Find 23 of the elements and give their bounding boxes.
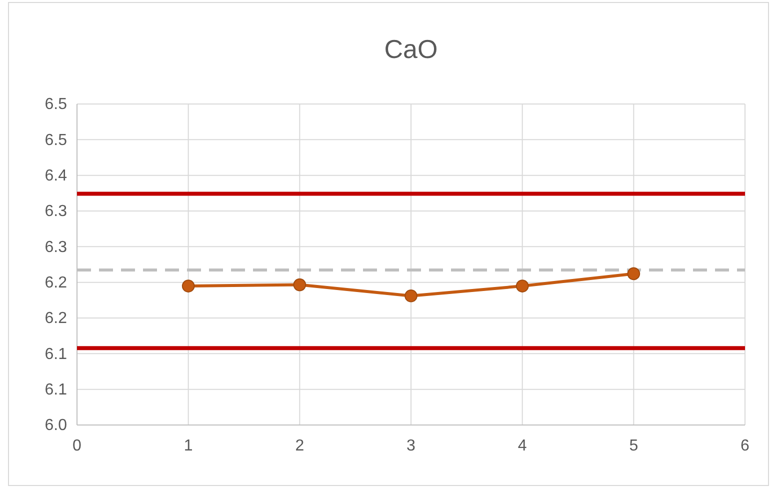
y-tick-label: 6.2 [44,274,68,292]
x-tick-label: 6 [740,437,750,454]
y-tick-label: 6.5 [44,132,68,149]
x-tick-label: 5 [629,437,638,454]
point [293,278,306,292]
y-tick-label: 6.2 [44,310,68,328]
point [404,289,418,302]
y-tick-label: 6.3 [44,238,68,256]
y-tick-label: 6.3 [44,203,68,220]
point [516,280,529,292]
x-tick-label: 3 [406,437,416,454]
x-tick-label: 2 [295,437,304,454]
x-tick-label: 0 [72,437,82,454]
y-tick-label: 6.1 [44,381,68,398]
x-tick-label: 4 [518,437,527,454]
y-tick-label: 6.1 [44,346,68,363]
y-tick-label: 6.5 [44,96,68,114]
y-tick-label: 6.0 [44,417,68,434]
chart-title: CaO [384,34,438,64]
point [182,280,195,292]
x-tick-label: 1 [184,437,193,454]
y-tick-label: 6.4 [44,167,68,184]
point [627,267,640,280]
